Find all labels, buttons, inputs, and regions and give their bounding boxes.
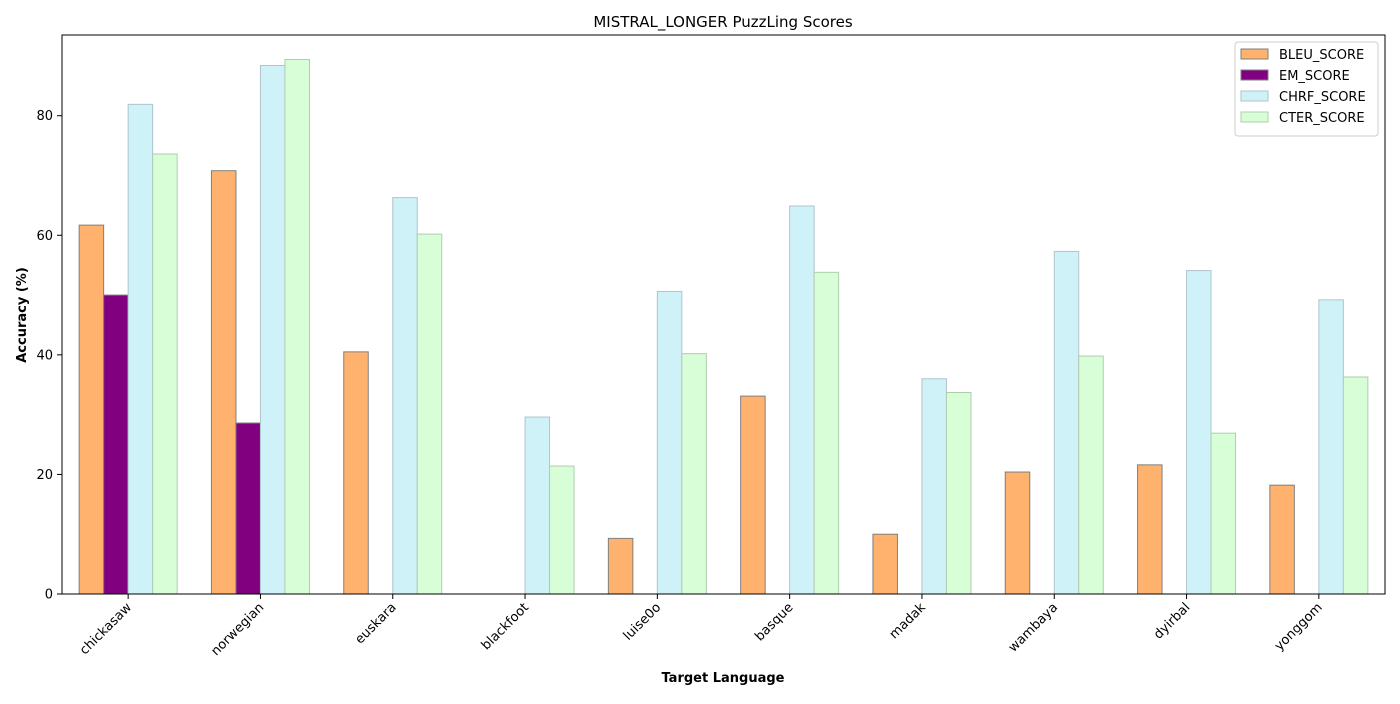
bar-chrf-score-madak (921, 378, 947, 595)
x-tick-label-yonggom: yonggom (1272, 600, 1326, 654)
bar-chrf-score-luise0o (656, 290, 683, 595)
y-axis: 0 20 40 60 80 (36, 109, 62, 603)
bar-chrf-score-wambaya (1053, 250, 1080, 595)
bar-bleu-score-chickasaw (78, 224, 105, 595)
bar-bleu-score-dyirbal (1137, 464, 1163, 595)
bar-em-score-norwegian (235, 422, 261, 595)
bar-cter-score-yonggom (1342, 376, 1369, 595)
bars-layer (78, 59, 1369, 595)
bar-cter-score-dyirbal (1210, 432, 1237, 595)
bar-cter-score-madak (945, 392, 972, 595)
legend-swatch-em-score (1240, 69, 1269, 81)
chart-title: MISTRAL_LONGER PuzzLing Scores (593, 13, 852, 32)
bar-bleu-score-yonggom (1269, 484, 1295, 595)
y-tick-label: 40 (36, 348, 53, 363)
x-tick-label-dyirbal: dyirbal (1151, 600, 1193, 642)
legend-swatch-chrf-score (1240, 90, 1269, 102)
y-tick-label: 0 (45, 588, 53, 603)
bar-chrf-score-euskara (392, 197, 418, 595)
x-tick-label-chickasaw: chickasaw (77, 600, 135, 658)
bar-bleu-score-norwegian (210, 170, 237, 595)
bar-bleu-score-luise0o (607, 537, 634, 595)
bar-cter-score-blackfoot (549, 465, 575, 595)
bar-cter-score-luise0o (681, 353, 707, 595)
legend-box (1234, 41, 1379, 137)
bar-bleu-score-basque (740, 395, 766, 595)
bar-cter-score-chickasaw (152, 153, 178, 595)
legend-label-bleu-score: BLEU_SCORE (1279, 48, 1364, 63)
bar-chrf-score-basque (789, 205, 815, 595)
x-tick-label-madak: madak (887, 600, 929, 642)
legend-label-em-score: EM_SCORE (1279, 69, 1350, 84)
bar-chrf-score-norwegian (259, 64, 286, 595)
bar-cter-score-wambaya (1078, 355, 1104, 595)
y-axis-label: Accuracy (%) (15, 267, 30, 363)
x-axis-label: Target Language (661, 671, 784, 686)
bar-cter-score-euskara (416, 233, 443, 595)
plot-frame (61, 34, 1386, 595)
x-tick-label-euskara: euskara (352, 600, 399, 647)
x-tick-label-basque: basque (752, 600, 796, 644)
x-tick-label-blackfoot: blackfoot (479, 600, 532, 653)
x-tick-label-luise0o: luise0o (621, 600, 664, 643)
legend-label-chrf-score: CHRF_SCORE (1279, 90, 1366, 105)
x-tick-label-norwegian: norwegian (208, 600, 267, 659)
bar-cter-score-norwegian (284, 59, 310, 595)
legend: BLEU_SCORE EM_SCORE CHRF_SCORE CTER_SCORE (1234, 41, 1379, 137)
bar-chrf-score-yonggom (1318, 299, 1344, 595)
x-axis: chickasaw norwegian euskara blackfoot luise0… (77, 594, 1326, 659)
bar-chrf-score-dyirbal (1186, 270, 1212, 595)
bar-bleu-score-madak (872, 533, 898, 595)
y-tick-label: 60 (36, 229, 53, 244)
y-tick-label: 20 (36, 468, 53, 483)
x-tick-label-wambaya: wambaya (1006, 600, 1061, 655)
bar-bleu-score-euskara (343, 351, 369, 595)
bar-em-score-chickasaw (103, 294, 129, 595)
legend-swatch-bleu-score (1240, 48, 1269, 60)
bar-bleu-score-wambaya (1004, 471, 1031, 595)
y-tick-label: 80 (36, 109, 53, 124)
bar-chrf-score-chickasaw (127, 103, 154, 595)
legend-label-cter-score: CTER_SCORE (1279, 111, 1365, 126)
bar-cter-score-basque (813, 271, 840, 595)
bar-chrf-score-blackfoot (524, 416, 551, 595)
legend-swatch-cter-score (1240, 111, 1269, 123)
